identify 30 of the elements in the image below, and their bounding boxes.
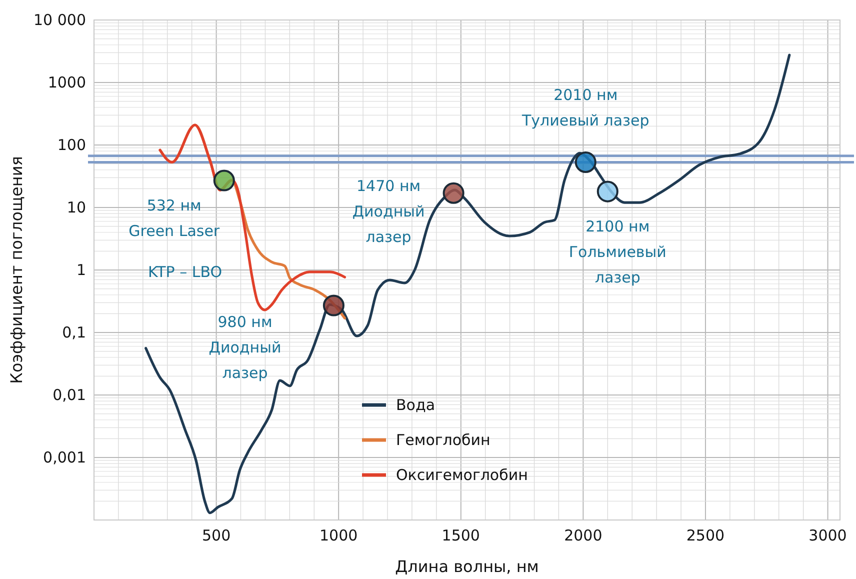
point — [213, 170, 235, 192]
y-tick-label: 0,01 — [52, 386, 86, 404]
point — [574, 151, 596, 173]
point — [596, 180, 618, 202]
legend-label: Гемоглобин — [396, 431, 490, 449]
y-tick-label: 1 — [76, 260, 86, 279]
y-tick-label: 1000 — [48, 73, 86, 92]
legend-label: Оксигемоглобин — [396, 466, 528, 484]
x-tick-label: 500 — [202, 526, 231, 545]
y-tick-label: 0,1 — [62, 323, 86, 342]
point — [322, 294, 344, 316]
x-tick-label: 2000 — [564, 526, 602, 545]
point — [442, 182, 464, 204]
y-tick-label: 10 — [66, 198, 86, 216]
x-tick-label: 2500 — [686, 526, 725, 545]
legend-label: Вода — [396, 396, 436, 414]
annotation: 2010 нм Тулиевый лазер — [520, 86, 650, 130]
y-axis-title: Коэффициент поглощения — [7, 156, 26, 384]
annotation: 532 нм Green Laser — [128, 196, 220, 240]
annotation: 980 нм Диодный лазер — [208, 313, 282, 382]
x-tick-label: 1000 — [319, 526, 358, 545]
y-tick-label: 100 — [57, 136, 86, 154]
x-axis-title: Длина волны, нм — [395, 557, 539, 576]
y-tick-label: 0,001 — [43, 448, 86, 466]
x-tick-label: 3000 — [808, 526, 847, 545]
annotation: 1470 нм Диодный лазер — [352, 177, 425, 246]
annotation: 2100 нм Гольмиевый лазер — [568, 218, 666, 287]
x-tick-label: 1500 — [442, 526, 480, 545]
annotation: KTP – LBO — [148, 263, 222, 281]
y-tick-label: 10 000 — [34, 10, 86, 29]
